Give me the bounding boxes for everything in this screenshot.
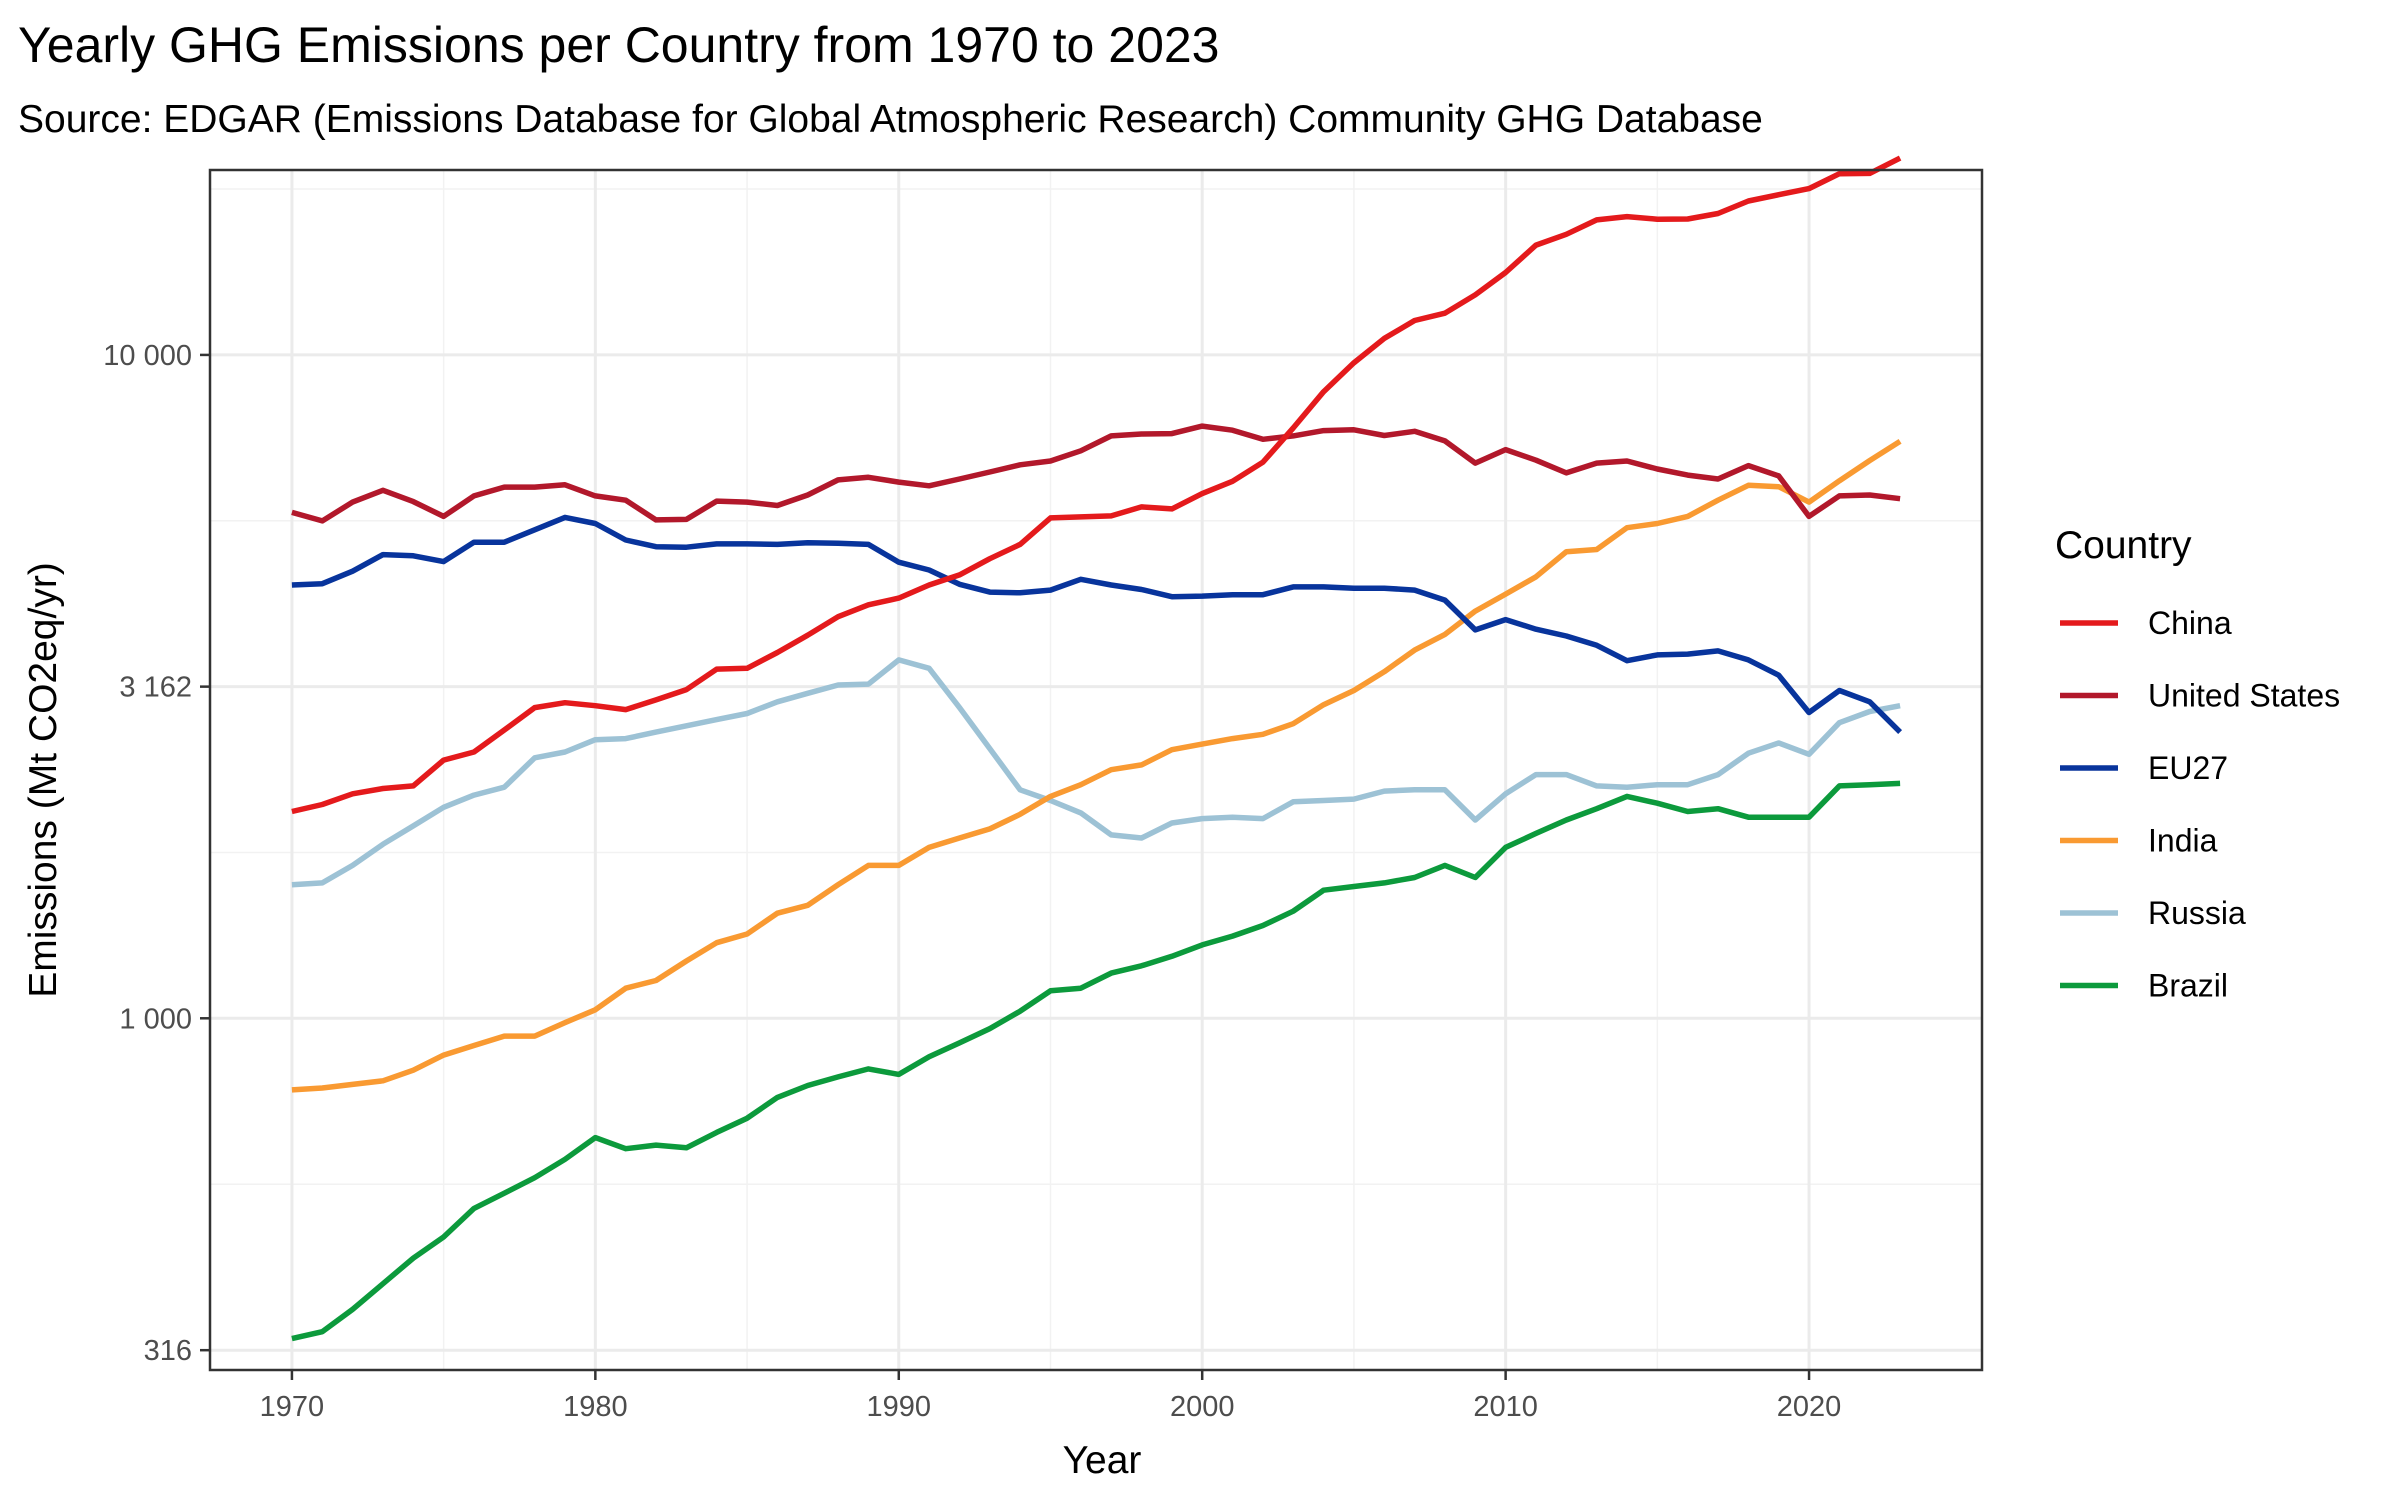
legend-label-eu27: EU27 xyxy=(2148,750,2228,786)
plot-panel xyxy=(208,155,1984,1372)
series-lines xyxy=(291,155,1903,1342)
y-tick-label: 10 000 xyxy=(103,340,192,372)
x-tick-label: 1990 xyxy=(867,1391,932,1423)
legend-item-india: India xyxy=(2060,823,2218,859)
legend-items: China United States EU27 India Russia Brazil xyxy=(2060,605,2340,1004)
y-axis: 316 1 000 3 162 10 000 xyxy=(103,340,210,1367)
y-tick-label: 1 000 xyxy=(119,1003,192,1035)
x-tick-label: 2010 xyxy=(1473,1391,1538,1423)
y-axis-title: Emissions (Mt CO2eq/yr) xyxy=(22,562,65,998)
legend-label-united-states: United States xyxy=(2148,678,2340,714)
x-tick-label: 1970 xyxy=(260,1391,325,1423)
legend-item-russia: Russia xyxy=(2060,895,2246,931)
legend-item-china: China xyxy=(2060,605,2232,641)
x-axis-title: Year xyxy=(1063,1439,1142,1482)
y-tick-label: 3 162 xyxy=(119,672,192,704)
panel-background xyxy=(210,170,1982,1370)
series-line-eu27 xyxy=(291,514,1903,735)
series-line-russia xyxy=(291,657,1901,888)
series-line-china xyxy=(291,155,1902,815)
chart-title: Yearly GHG Emissions per Country from 19… xyxy=(18,17,1220,73)
legend-label-russia: Russia xyxy=(2148,895,2246,931)
x-axis: 1970 1980 1990 2000 2010 2020 xyxy=(260,1370,1842,1423)
legend: Country China United States EU27 India Russi… xyxy=(2055,524,2340,1004)
chart-subtitle: Source: EDGAR (Emissions Database for Gl… xyxy=(18,98,1763,141)
legend-item-eu27: EU27 xyxy=(2060,750,2228,786)
y-tick-label: 316 xyxy=(144,1335,192,1367)
legend-item-united-states: United States xyxy=(2060,678,2340,714)
legend-item-brazil: Brazil xyxy=(2060,968,2228,1004)
major-gridlines xyxy=(210,170,1982,1370)
legend-label-india: India xyxy=(2148,823,2218,859)
legend-label-china: China xyxy=(2148,605,2232,641)
legend-title: Country xyxy=(2055,524,2192,567)
series-line-brazil xyxy=(291,780,1901,1342)
panel-border xyxy=(208,168,1984,1372)
x-tick-label: 2020 xyxy=(1777,1391,1842,1423)
series-line-india xyxy=(291,438,1902,1093)
minor-gridlines xyxy=(210,170,1982,1370)
legend-label-brazil: Brazil xyxy=(2148,968,2228,1004)
series-line-united-states xyxy=(291,423,1901,524)
x-tick-label: 1980 xyxy=(563,1391,628,1423)
x-tick-label: 2000 xyxy=(1170,1391,1235,1423)
